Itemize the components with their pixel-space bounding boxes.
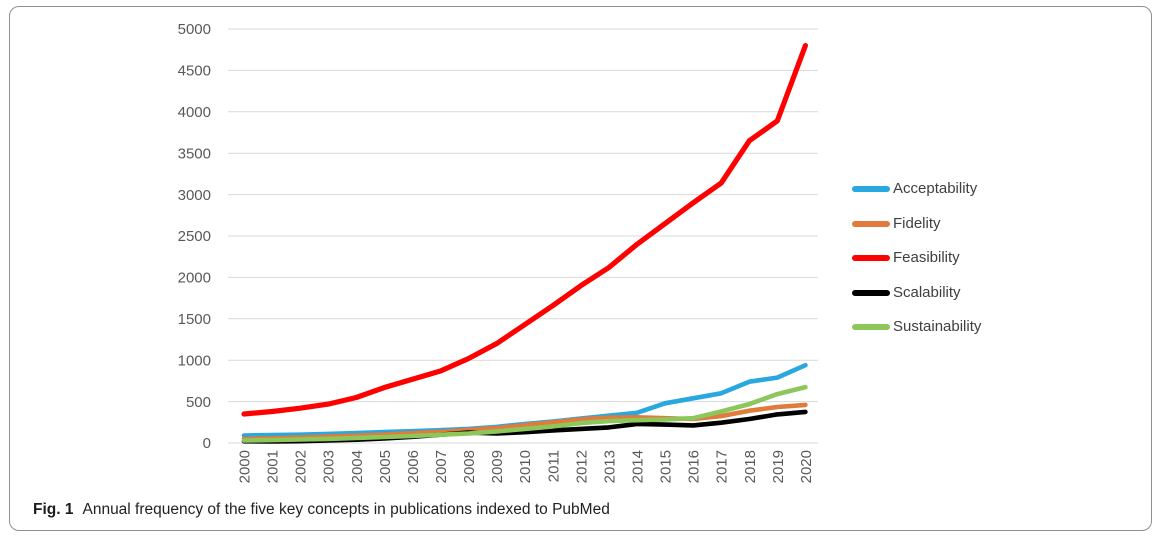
x-axis-label: 2011	[545, 450, 562, 482]
legend-item-scalability: Scalability	[852, 284, 981, 302]
x-axis-label: 2006	[405, 450, 422, 483]
y-axis-label: 1500	[178, 311, 211, 328]
legend-item-sustainability: Sustainability	[852, 318, 981, 336]
legend-label: Acceptability	[893, 180, 978, 197]
legend-swatch-sustainability	[852, 324, 890, 330]
y-axis-label: 2000	[178, 270, 211, 287]
x-axis-label: 2000	[237, 450, 254, 483]
y-axis-label: 1000	[178, 352, 211, 369]
y-axis-label: 4500	[178, 63, 211, 80]
y-axis-label: 0	[203, 435, 211, 452]
x-axis-label: 2005	[377, 450, 394, 483]
x-axis-label: 2014	[629, 450, 646, 483]
y-axis-label: 5000	[178, 21, 211, 38]
legend-label: Feasibility	[893, 249, 960, 266]
y-axis-label: 500	[186, 394, 211, 411]
x-axis-label: 2008	[461, 450, 478, 483]
x-axis-label: 2009	[489, 450, 506, 483]
x-axis-label: 2002	[293, 450, 310, 483]
legend-swatch-fidelity	[852, 220, 890, 227]
y-axis-label: 3000	[178, 187, 211, 204]
y-axis-label: 2500	[178, 228, 211, 245]
y-axis-label: 4000	[178, 104, 211, 121]
figure-caption: Fig. 1 Annual frequency of the five key c…	[33, 501, 610, 519]
legend-item-fidelity: Fidelity	[852, 215, 981, 233]
series-line-feasibility	[241, 42, 809, 417]
legend-swatch-acceptability	[852, 186, 890, 192]
x-axis-label: 2003	[321, 450, 338, 483]
x-axis-label: 2001	[265, 450, 282, 483]
y-axis-label: 3500	[178, 145, 211, 162]
chart-legend: Acceptability Fidelity Feasibility Scalabil…	[852, 180, 981, 353]
x-axis-label: 2012	[573, 450, 590, 483]
series-line-sustainability	[241, 384, 808, 443]
legend-item-acceptability: Acceptability	[852, 180, 981, 198]
legend-swatch-scalability	[852, 289, 890, 296]
x-axis-label: 2010	[517, 450, 534, 483]
legend-swatch-feasibility	[852, 255, 890, 261]
x-axis-label: 2018	[742, 450, 759, 483]
legend-label: Fidelity	[893, 214, 941, 232]
legend-label: Sustainability	[893, 318, 982, 335]
x-axis-label: 2019	[770, 450, 787, 483]
legend-item-feasibility: Feasibility	[852, 249, 981, 267]
x-axis-label: 2016	[686, 450, 703, 483]
x-axis-label: 2004	[349, 450, 366, 483]
legend-label: Scalability	[893, 283, 961, 301]
x-axis-label: 2007	[433, 450, 450, 483]
x-axis-label: 2015	[658, 450, 675, 483]
caption-label: Fig. 1	[33, 501, 74, 518]
x-axis-label: 2013	[601, 450, 618, 483]
caption-text: Annual frequency of the five key concept…	[82, 501, 610, 518]
x-axis-label: 2017	[714, 450, 731, 483]
x-axis-label: 2020	[798, 450, 815, 483]
